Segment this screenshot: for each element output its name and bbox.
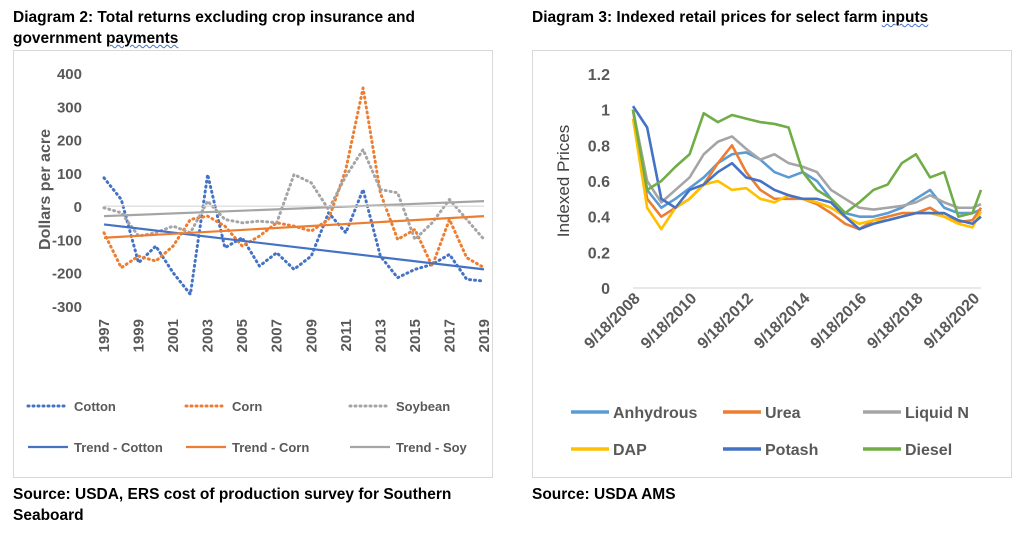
series-diesel	[631, 109, 983, 218]
legend-label-potash: Potash	[765, 442, 818, 459]
series-corn	[102, 86, 486, 270]
left-x-tick-1999: 1999	[131, 319, 148, 352]
series-soybean	[102, 148, 486, 241]
series-trend-cotton	[103, 223, 485, 271]
left-y-tick-0: 400	[57, 66, 82, 83]
left-source-line2: Seaboard	[13, 507, 84, 524]
right-x-tick-2: 9/18/2012	[695, 290, 757, 352]
left-source: Source: USDA, ERS cost of production sur…	[13, 484, 513, 526]
right-y-tick-0: 0	[601, 281, 610, 298]
legend-label-dap: DAP	[613, 442, 647, 459]
left-x-tick-2019: 2019	[476, 319, 492, 352]
left-x-tick-2015: 2015	[407, 319, 424, 352]
left-x-tick-1997: 1997	[96, 319, 113, 352]
right-x-tick-1: 9/18/2010	[638, 290, 700, 352]
right-y-tick-4: 0.8	[588, 138, 610, 155]
left-x-tick-2009: 2009	[303, 319, 320, 352]
legend-label-trend-corn: Trend - Corn	[232, 440, 309, 455]
left-title-line2a: government	[13, 30, 107, 47]
right-y-tick-1: 0.2	[588, 245, 610, 262]
right-y-tick-5: 1	[601, 103, 610, 120]
right-x-tick-3: 9/18/2014	[751, 290, 813, 352]
left-chart-frame: Dollars per acre 400 300 200 100 0 -100 -200 -30…	[13, 50, 493, 478]
left-y-axis-label: Dollars per acre	[37, 129, 54, 250]
right-x-tick-4: 9/18/2016	[808, 290, 870, 352]
right-title-a: Diagram 3: Indexed retail prices for sel…	[532, 9, 882, 26]
left-x-tick-2007: 2007	[269, 319, 286, 352]
right-x-tick-0: 9/18/2008	[581, 290, 643, 352]
legend-label-soybean: Soybean	[396, 399, 450, 414]
legend-label-anhydrous: Anhydrous	[613, 405, 698, 422]
left-y-tick-4: 0	[74, 199, 82, 216]
series-trend-soy	[103, 200, 485, 218]
left-y-tick-3: 100	[57, 166, 82, 183]
left-chart-svg: Dollars per acre 400 300 200 100 0 -100 -200 -30…	[26, 66, 493, 455]
left-x-tick-2017: 2017	[441, 319, 458, 352]
series-trend-corn	[103, 215, 485, 239]
right-chart-svg: Indexed Prices 0 0.2 0.4 0.6 0.8 1 1.2 9/18/2008…	[554, 67, 983, 459]
left-y-tick-2: 200	[57, 133, 82, 150]
series-cotton	[102, 173, 486, 296]
left-title-line2b: payments	[106, 30, 179, 47]
left-x-tick-2005: 2005	[234, 319, 251, 352]
legend-label-liquid-n: Liquid N	[905, 405, 969, 422]
right-y-tick-3: 0.6	[588, 174, 610, 191]
right-chart-title: Diagram 3: Indexed retail prices for sel…	[532, 7, 1012, 28]
left-x-tick-2003: 2003	[200, 319, 217, 352]
right-x-tick-5: 9/18/2018	[864, 290, 926, 352]
right-y-tick-2: 0.4	[588, 210, 610, 227]
right-title-b: inputs	[881, 9, 929, 26]
right-y-axis-label: Indexed Prices	[554, 125, 573, 237]
legend-label-diesel: Diesel	[905, 442, 952, 459]
left-y-tick-6: -200	[52, 266, 82, 283]
left-x-tick-2011: 2011	[338, 319, 355, 352]
legend-label-trend-soy: Trend - Soy	[396, 440, 468, 455]
legend-label-trend-cotton: Trend - Cotton	[74, 440, 163, 455]
series-potash	[631, 105, 982, 231]
left-y-tick-7: -300	[52, 299, 82, 316]
series-liquid-n	[631, 109, 982, 211]
legend-label-urea: Urea	[765, 405, 801, 422]
left-chart-title: Diagram 2: Total returns excluding crop …	[13, 7, 513, 49]
right-source: Source: USDA AMS	[532, 486, 676, 503]
left-x-tick-2013: 2013	[372, 319, 389, 352]
right-chart-frame: Indexed Prices 0 0.2 0.4 0.6 0.8 1 1.2 9/18/2008…	[532, 50, 1012, 478]
series-anhydrous	[631, 109, 982, 218]
left-title-line1: Diagram 2: Total returns excluding crop …	[13, 9, 415, 26]
right-x-tick-6: 9/18/2020	[921, 290, 983, 352]
right-y-tick-6: 1.2	[588, 67, 610, 84]
left-source-line1: Source: USDA, ERS cost of production sur…	[13, 486, 452, 503]
legend-label-corn: Corn	[232, 399, 262, 414]
legend-label-cotton: Cotton	[74, 399, 116, 414]
left-y-tick-5: -100	[52, 232, 82, 249]
left-x-tick-2001: 2001	[165, 319, 182, 352]
left-y-tick-1: 300	[57, 99, 82, 116]
